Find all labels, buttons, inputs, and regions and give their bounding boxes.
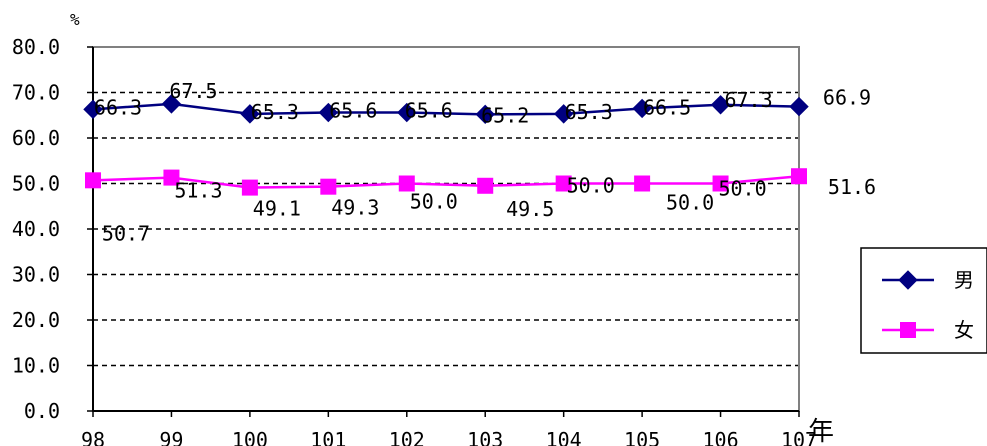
data-point [161,94,182,114]
x-axis-ticks: 98 99 100 101 102 103 104 105 106 107 [81,410,817,446]
x-tick-label: 107 [781,428,817,446]
data-label: 67.5 [169,79,217,103]
y-tick-label: 20.0 [12,308,60,332]
data-point [710,95,731,115]
data-label: 66.9 [823,86,871,110]
legend-label: 女 [954,318,974,342]
x-axis-label: 年 [808,417,834,446]
data-label: 66.3 [94,95,142,119]
data-point [475,104,495,125]
data-point [898,270,918,290]
legend-label: 男 [954,268,974,292]
data-label: 50.0 [666,191,714,215]
data-point [632,98,652,119]
data-point [241,179,258,196]
x-tick-label: 105 [624,428,660,446]
x-tick-label: 106 [702,428,738,446]
data-point [397,102,417,123]
data-point [240,104,260,124]
x-tick-label: 99 [159,428,183,446]
x-tick-label: 102 [389,428,425,446]
y-tick-label: 40.0 [12,217,60,241]
data-label: 49.5 [506,197,554,221]
data-label: 49.3 [331,196,379,220]
data-point [477,177,494,194]
legend-items: 男女 [882,268,974,342]
x-tick-label: 104 [546,428,582,446]
data-label: 50.0 [410,190,458,214]
y-tick-label: 50.0 [12,172,60,196]
data-label: 65.3 [565,100,613,124]
data-point [634,175,651,192]
y-tick-label: 0.0 [24,399,60,423]
data-label: 51.3 [174,179,222,203]
legend: 男女 [860,247,987,354]
data-labels: 66.3 67.5 65.3 65.6 65.6 65.2 65.3 66.5 67.3 66.9… [94,79,876,245]
y-tick-label: 70.0 [12,81,60,105]
x-tick-label: 100 [232,428,268,446]
data-point [555,175,572,192]
gridlines [93,91,799,367]
series-line-male [92,102,800,116]
data-point [398,175,415,192]
data-point [83,99,103,120]
data-label: 66.5 [643,95,691,119]
x-tick-label: 101 [310,428,346,446]
data-label: 51.6 [828,175,876,199]
data-point [320,178,337,195]
data-point [85,172,101,189]
data-point [791,168,807,185]
y-tick-label: 60.0 [12,126,60,150]
y-tick-label: 80.0 [12,35,60,59]
data-point [789,96,809,117]
data-point [318,102,339,123]
x-tick-label: 98 [81,428,105,446]
series-layer [83,94,809,196]
data-label: 50.0 [718,177,766,201]
y-axis-label: % [70,10,80,29]
x-tick-label: 103 [467,428,503,446]
data-point [163,169,180,186]
data-point [712,175,729,192]
data-label: 65.2 [481,103,529,127]
data-label: 65.6 [329,99,377,123]
data-label: 50.0 [567,174,615,198]
y-tick-label: 30.0 [12,263,60,287]
y-axis-ticks: 0.0 10.0 20.0 30.0 40.0 50.0 60.0 70.0 80.0 [12,35,94,423]
data-label: 49.1 [253,197,301,221]
y-tick-label: 10.0 [12,354,60,378]
data-label: 65.6 [405,99,453,123]
data-point [900,322,916,338]
data-point [553,104,574,124]
data-label: 65.3 [251,100,299,124]
legend-box [860,247,987,354]
series-line-female [92,174,800,189]
data-label: 67.3 [724,88,772,112]
data-label: 50.7 [102,221,150,245]
